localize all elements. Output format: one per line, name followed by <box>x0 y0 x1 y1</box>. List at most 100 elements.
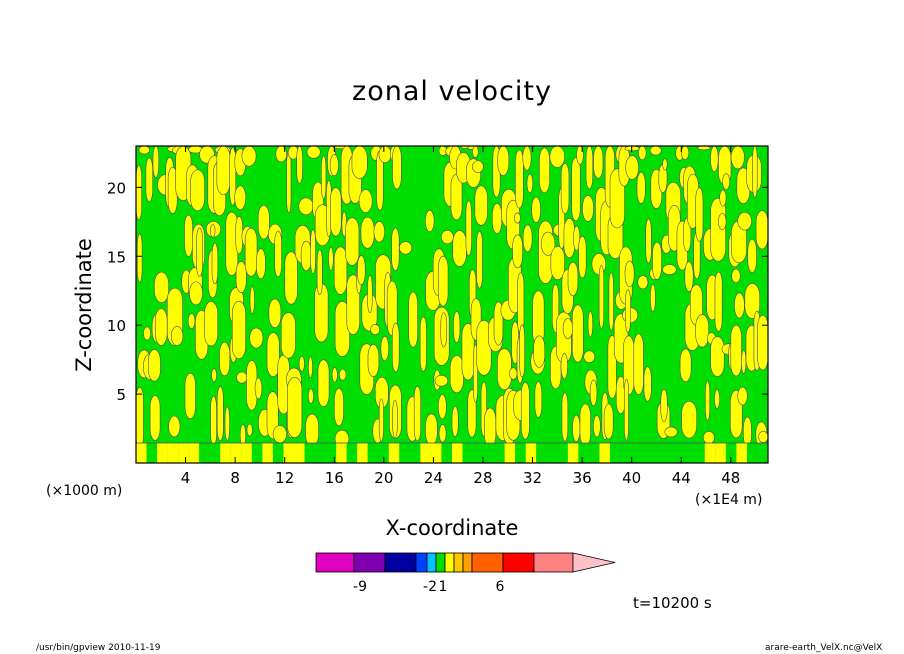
field-cell <box>284 251 298 305</box>
field-cell <box>298 356 305 372</box>
x-axis-label: X-coordinate <box>385 516 519 540</box>
field-cell <box>286 151 292 214</box>
field-cell <box>662 158 668 171</box>
field-cell <box>579 403 591 447</box>
field-cell <box>321 155 327 200</box>
field-cell <box>187 313 196 329</box>
field-cell <box>714 389 720 409</box>
field-cell <box>440 312 448 348</box>
field-cell <box>641 443 653 463</box>
field-cell <box>351 145 368 179</box>
field-cell <box>189 281 203 306</box>
field-cell <box>241 443 252 463</box>
field-cell <box>249 327 264 349</box>
field-cell <box>167 443 179 463</box>
field-cell <box>304 443 316 463</box>
field-cell <box>572 304 584 363</box>
field-cell <box>610 443 621 463</box>
field-cell <box>465 200 472 257</box>
field-cell <box>336 443 347 463</box>
field-cell <box>681 145 690 160</box>
field-cell <box>266 332 280 377</box>
field-cell <box>512 234 523 269</box>
field-cell <box>220 443 231 463</box>
field-cell <box>650 283 656 312</box>
field-cell <box>741 349 747 374</box>
field-cell <box>408 291 418 348</box>
field-cell <box>254 377 263 400</box>
plot-frame <box>135 145 769 464</box>
field-cell <box>360 216 375 249</box>
field-cell <box>272 443 284 463</box>
field-cell <box>452 230 467 267</box>
field-cell <box>540 231 556 256</box>
footer-left: /usr/bin/gpview 2010-11-19 <box>36 643 161 653</box>
x-tick-label: 20 <box>374 469 393 487</box>
chart-title: zonal velocity <box>352 76 552 107</box>
field-cell <box>513 212 521 224</box>
field-cell <box>695 314 709 348</box>
field-cell <box>522 145 532 171</box>
field-cell <box>645 218 652 264</box>
x-tick-label: 32 <box>523 469 542 487</box>
field-cell <box>272 425 287 444</box>
field-cell <box>731 268 741 284</box>
field-cell <box>330 187 342 237</box>
colorbar-segment <box>533 552 574 573</box>
field-cell <box>136 233 143 283</box>
field-cell <box>652 443 663 463</box>
field-cell <box>625 289 631 333</box>
field-cell <box>494 443 505 463</box>
colorbar-segment <box>315 552 355 573</box>
field-cell <box>307 388 314 404</box>
field-cell <box>434 375 449 387</box>
y-tick-label: 5 <box>116 386 126 404</box>
field-cell <box>420 443 431 463</box>
x-tick-label: 36 <box>573 469 592 487</box>
time-label: t=10200 s <box>633 594 712 612</box>
field-cell <box>135 164 142 221</box>
plot-area <box>135 145 769 463</box>
field-cell <box>633 333 644 395</box>
colorbar-label: 1 <box>439 579 448 595</box>
colorbar-segment <box>462 552 473 573</box>
y-tick-label: 20 <box>107 179 126 197</box>
field-cell <box>517 272 525 335</box>
field-cell <box>211 368 217 382</box>
field-cell <box>534 381 543 418</box>
field-cell <box>567 261 579 297</box>
x-tick-label: 16 <box>325 469 344 487</box>
x-unit-left: (×1000 m) <box>46 483 123 499</box>
field-cell <box>224 406 230 441</box>
field-cell <box>737 212 752 231</box>
field-cell <box>388 443 400 463</box>
field-cell <box>244 227 258 277</box>
field-cell <box>143 326 152 341</box>
field-cell <box>722 173 731 190</box>
field-cell <box>662 264 677 276</box>
field-cell <box>367 275 373 314</box>
field-cell <box>681 400 697 439</box>
field-cell <box>339 368 347 381</box>
field-cell <box>438 424 447 443</box>
field-cell <box>333 246 348 295</box>
field-cell <box>367 443 379 463</box>
field-cell <box>308 356 313 379</box>
field-cell <box>246 423 253 437</box>
field-cell <box>298 197 314 216</box>
field-cell <box>380 335 389 362</box>
colorbar-segment <box>444 552 455 573</box>
field-cell <box>593 145 604 179</box>
field-cell <box>234 185 247 211</box>
field-cell <box>329 154 339 177</box>
field-cell <box>515 443 526 463</box>
field-cell <box>515 149 524 209</box>
field-cell <box>620 443 632 463</box>
field-cell <box>624 260 635 287</box>
field-cell <box>747 238 757 273</box>
y-tick-label: 15 <box>107 248 126 266</box>
field-cell <box>210 395 217 447</box>
field-cell <box>229 147 237 206</box>
field-cell <box>715 443 726 463</box>
field-cell <box>710 145 719 172</box>
